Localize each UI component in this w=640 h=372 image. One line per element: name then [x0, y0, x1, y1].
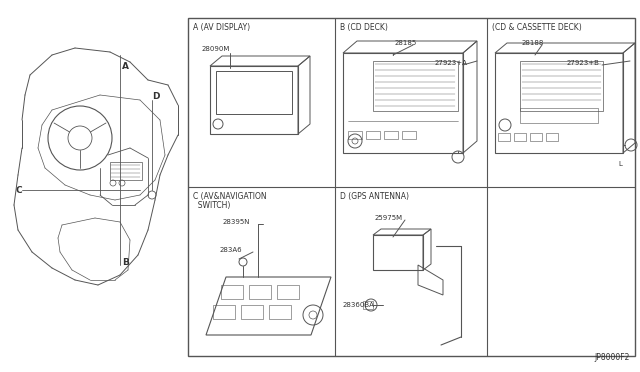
Text: SWITCH): SWITCH)	[193, 201, 230, 210]
Text: B (CD DECK): B (CD DECK)	[340, 23, 388, 32]
Bar	[498, 133, 510, 141]
Text: C (AV&NAVIGATION: C (AV&NAVIGATION	[193, 192, 267, 201]
Bar	[363, 301, 373, 309]
Text: 28395N: 28395N	[223, 219, 250, 225]
Text: A: A	[122, 62, 129, 71]
Text: L: L	[618, 161, 622, 167]
Text: 25975M: 25975M	[375, 215, 403, 221]
Bar	[514, 133, 526, 141]
Text: B: B	[122, 258, 129, 267]
Bar	[249, 285, 271, 299]
Text: 28090M: 28090M	[202, 46, 230, 52]
Text: 27923+B: 27923+B	[567, 60, 600, 66]
Bar	[216, 71, 292, 114]
Text: D: D	[152, 92, 159, 101]
Bar	[277, 285, 299, 299]
Bar	[546, 133, 558, 141]
Text: (CD & CASSETTE DECK): (CD & CASSETTE DECK)	[492, 23, 582, 32]
Bar	[520, 61, 603, 111]
Bar	[241, 305, 263, 319]
Text: 28360BA: 28360BA	[343, 302, 375, 308]
Bar	[210, 66, 298, 134]
Bar	[373, 61, 458, 111]
Bar	[213, 305, 235, 319]
Text: 28188: 28188	[522, 40, 545, 46]
Bar	[520, 108, 598, 123]
Text: 28185: 28185	[395, 40, 417, 46]
Bar	[269, 305, 291, 319]
Bar	[384, 131, 398, 139]
Text: 27923+A: 27923+A	[435, 60, 468, 66]
Bar	[373, 235, 423, 270]
Text: 283A6: 283A6	[220, 247, 243, 253]
Bar	[188, 18, 635, 356]
Bar	[366, 131, 380, 139]
Bar	[343, 53, 463, 153]
Bar	[221, 285, 243, 299]
Text: C: C	[15, 186, 22, 195]
Bar	[110, 162, 142, 180]
Bar	[402, 131, 416, 139]
Text: JP8000F2: JP8000F2	[595, 353, 630, 362]
Text: D (GPS ANTENNA): D (GPS ANTENNA)	[340, 192, 409, 201]
Bar	[495, 53, 623, 153]
Bar	[348, 131, 362, 139]
Text: A (AV DISPLAY): A (AV DISPLAY)	[193, 23, 250, 32]
Bar	[530, 133, 542, 141]
